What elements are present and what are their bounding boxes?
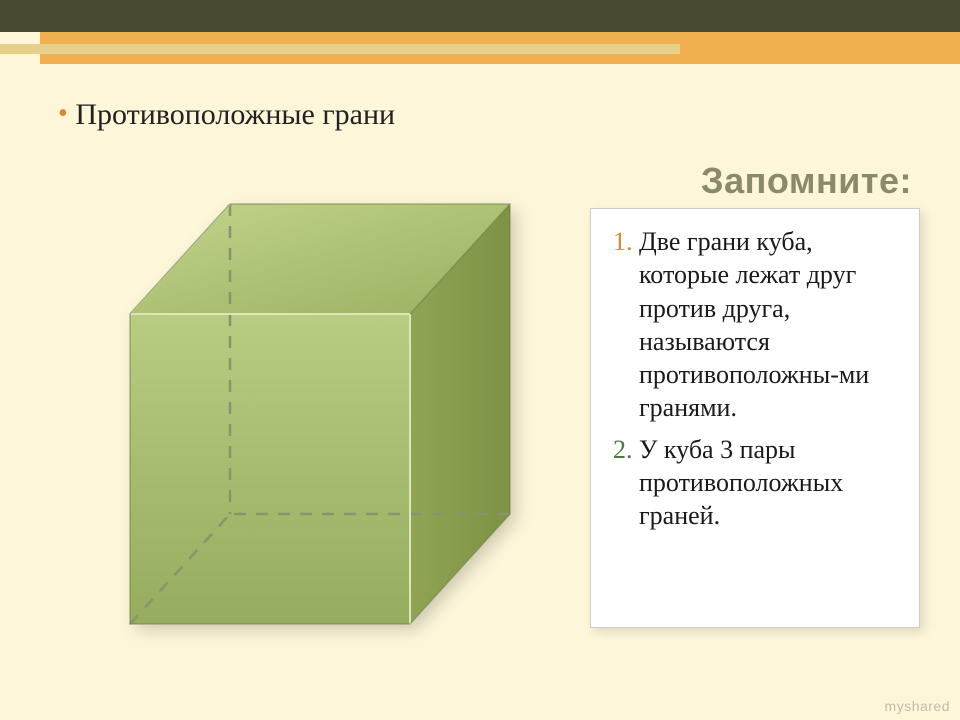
cube-svg [100,154,550,664]
info-list: 1. Две грани куба, которые лежат друг пр… [613,225,901,532]
cube-diagram [100,154,550,664]
list-item: 1. Две грани куба, которые лежат друг пр… [613,225,901,425]
watermark: myshared [885,698,950,714]
watermark-text: myshared [885,698,950,714]
header-accent-tan [0,44,680,54]
section-heading: Запомните: [701,160,912,202]
list-number: 1. [613,225,639,425]
list-text: Две грани куба, которые лежат друг проти… [639,225,901,425]
bullet-icon: • [58,98,68,129]
info-box: 1. Две грани куба, которые лежат друг пр… [590,208,920,628]
list-item: 2. У куба 3 пары противоположных граней. [613,433,901,533]
header-top-bar [0,0,960,32]
list-number: 2. [613,433,639,533]
page-title: • Противоположные грани [58,98,395,132]
list-text: У куба 3 пары противоположных граней. [639,433,901,533]
title-text: Противоположные грани [75,98,395,131]
cube-front-face [130,314,410,624]
